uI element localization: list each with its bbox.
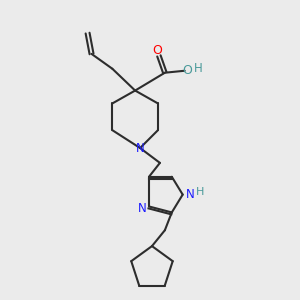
Text: N: N (138, 202, 146, 215)
Text: O: O (183, 64, 193, 77)
Text: N: N (186, 188, 195, 201)
Text: N: N (136, 142, 145, 154)
Text: H: H (196, 187, 205, 196)
Text: O: O (152, 44, 162, 57)
Text: H: H (194, 62, 203, 75)
